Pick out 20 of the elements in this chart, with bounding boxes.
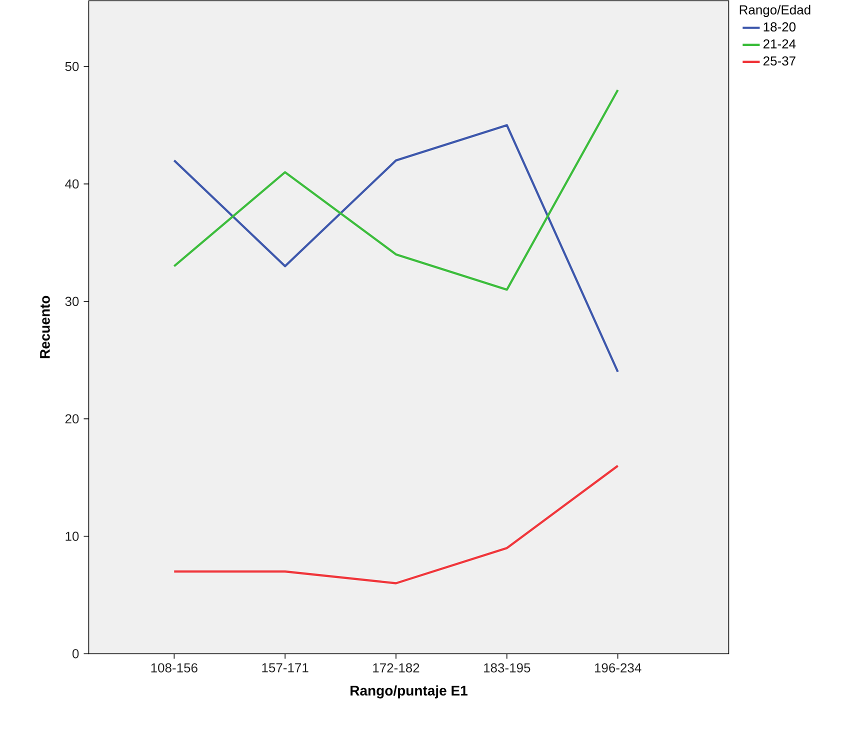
line-series xyxy=(173,88,619,291)
legend-label: 21-24 xyxy=(763,39,796,48)
x-tick-label: 183-195 xyxy=(484,663,530,672)
x-tick-label: 172-182 xyxy=(373,663,420,672)
line-series xyxy=(173,124,619,373)
y-tick-label: 50 xyxy=(65,62,79,72)
x-tick-label: 196-234 xyxy=(594,663,642,672)
y-axis-title: Recuento xyxy=(40,296,50,358)
x-tick-label: 157-171 xyxy=(262,663,308,672)
y-tick-label: 40 xyxy=(65,179,79,189)
y-tick-label: 30 xyxy=(65,296,79,306)
x-axis-title: Rango/puntaje E1 xyxy=(350,685,468,698)
legend-title: Rango/Edad xyxy=(740,4,810,18)
legend-label: 25-37 xyxy=(763,56,796,66)
y-tick-label: 20 xyxy=(65,414,79,424)
legend-label: 18-20 xyxy=(764,22,796,32)
y-tick-label: 0 xyxy=(72,649,79,658)
line-series xyxy=(173,464,619,584)
x-tick-label: 108-156 xyxy=(151,663,198,672)
y-tick-label: 10 xyxy=(66,532,79,541)
